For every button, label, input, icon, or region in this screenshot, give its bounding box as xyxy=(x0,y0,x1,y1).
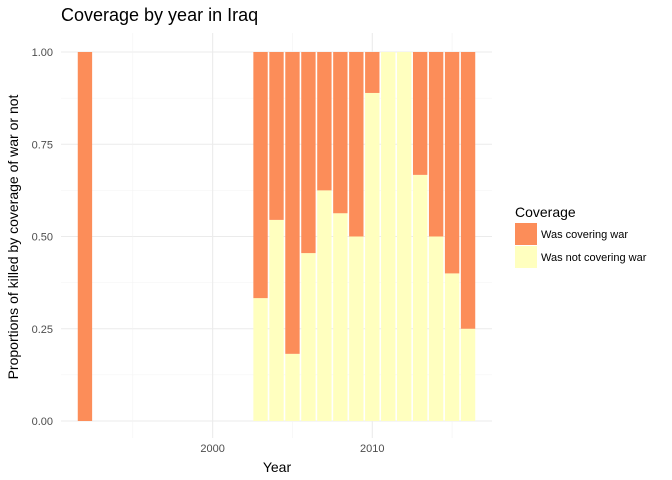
bar-2016-was-not-covering-war xyxy=(460,328,476,421)
bar-2016-was-covering-war xyxy=(460,52,476,329)
legend-swatch xyxy=(515,246,537,268)
y-tick-label: 1.00 xyxy=(32,47,53,59)
bar-2010-was-not-covering-war xyxy=(365,92,380,422)
x-tick-label: 2000 xyxy=(200,443,224,455)
bar-2006-was-covering-war xyxy=(301,52,316,254)
bar-2005-was-covering-war xyxy=(285,52,300,354)
legend: Coverage Was covering war Was not coverin… xyxy=(515,204,647,268)
bar-2014-was-covering-war xyxy=(428,52,444,237)
x-axis-ticks: 2000 2010 xyxy=(200,443,384,455)
bar-1992-was-covering-war xyxy=(77,52,93,421)
legend-label: Was not covering war xyxy=(541,252,647,264)
bar-2003-was-not-covering-war xyxy=(253,298,268,421)
y-axis-ticks: 0.00 0.25 0.50 0.75 1.00 xyxy=(32,47,53,428)
bar-2009-was-covering-war xyxy=(349,52,364,237)
x-axis-title: Year xyxy=(263,459,292,475)
y-tick-label: 0.75 xyxy=(32,139,53,151)
y-tick-label: 0.50 xyxy=(32,232,53,244)
bar-2015-was-covering-war xyxy=(444,52,460,274)
bar-2012-was-not-covering-war xyxy=(397,52,412,421)
chart-title: Coverage by year in Iraq xyxy=(61,5,258,25)
bar-2013-was-not-covering-war xyxy=(412,174,428,421)
bars xyxy=(77,52,476,422)
legend-swatch xyxy=(515,223,537,245)
bar-2015-was-not-covering-war xyxy=(444,273,460,421)
bar-2010-was-covering-war xyxy=(365,52,380,93)
bar-2004-was-not-covering-war xyxy=(269,219,284,421)
legend-title: Coverage xyxy=(515,204,576,220)
x-tick-label: 2010 xyxy=(360,443,384,455)
bar-2008-was-not-covering-war xyxy=(333,213,348,421)
legend-label: Was covering war xyxy=(541,229,628,241)
bar-2008-was-covering-war xyxy=(333,52,348,214)
bar-2006-was-not-covering-war xyxy=(301,253,316,421)
bar-2004-was-covering-war xyxy=(269,52,284,220)
bar-2013-was-covering-war xyxy=(412,52,428,175)
bar-2011-was-not-covering-war xyxy=(381,52,396,421)
bar-2003-was-covering-war xyxy=(253,52,268,299)
bar-2014-was-not-covering-war xyxy=(428,236,444,421)
bar-2007-was-not-covering-war xyxy=(317,190,332,421)
y-axis-title: Proportions of killed by coverage of war… xyxy=(5,94,21,379)
bar-2005-was-not-covering-war xyxy=(285,353,300,421)
y-tick-label: 0.00 xyxy=(32,416,53,428)
bar-2007-was-covering-war xyxy=(317,52,332,191)
y-tick-label: 0.25 xyxy=(32,324,53,336)
bar-2009-was-not-covering-war xyxy=(349,236,364,421)
